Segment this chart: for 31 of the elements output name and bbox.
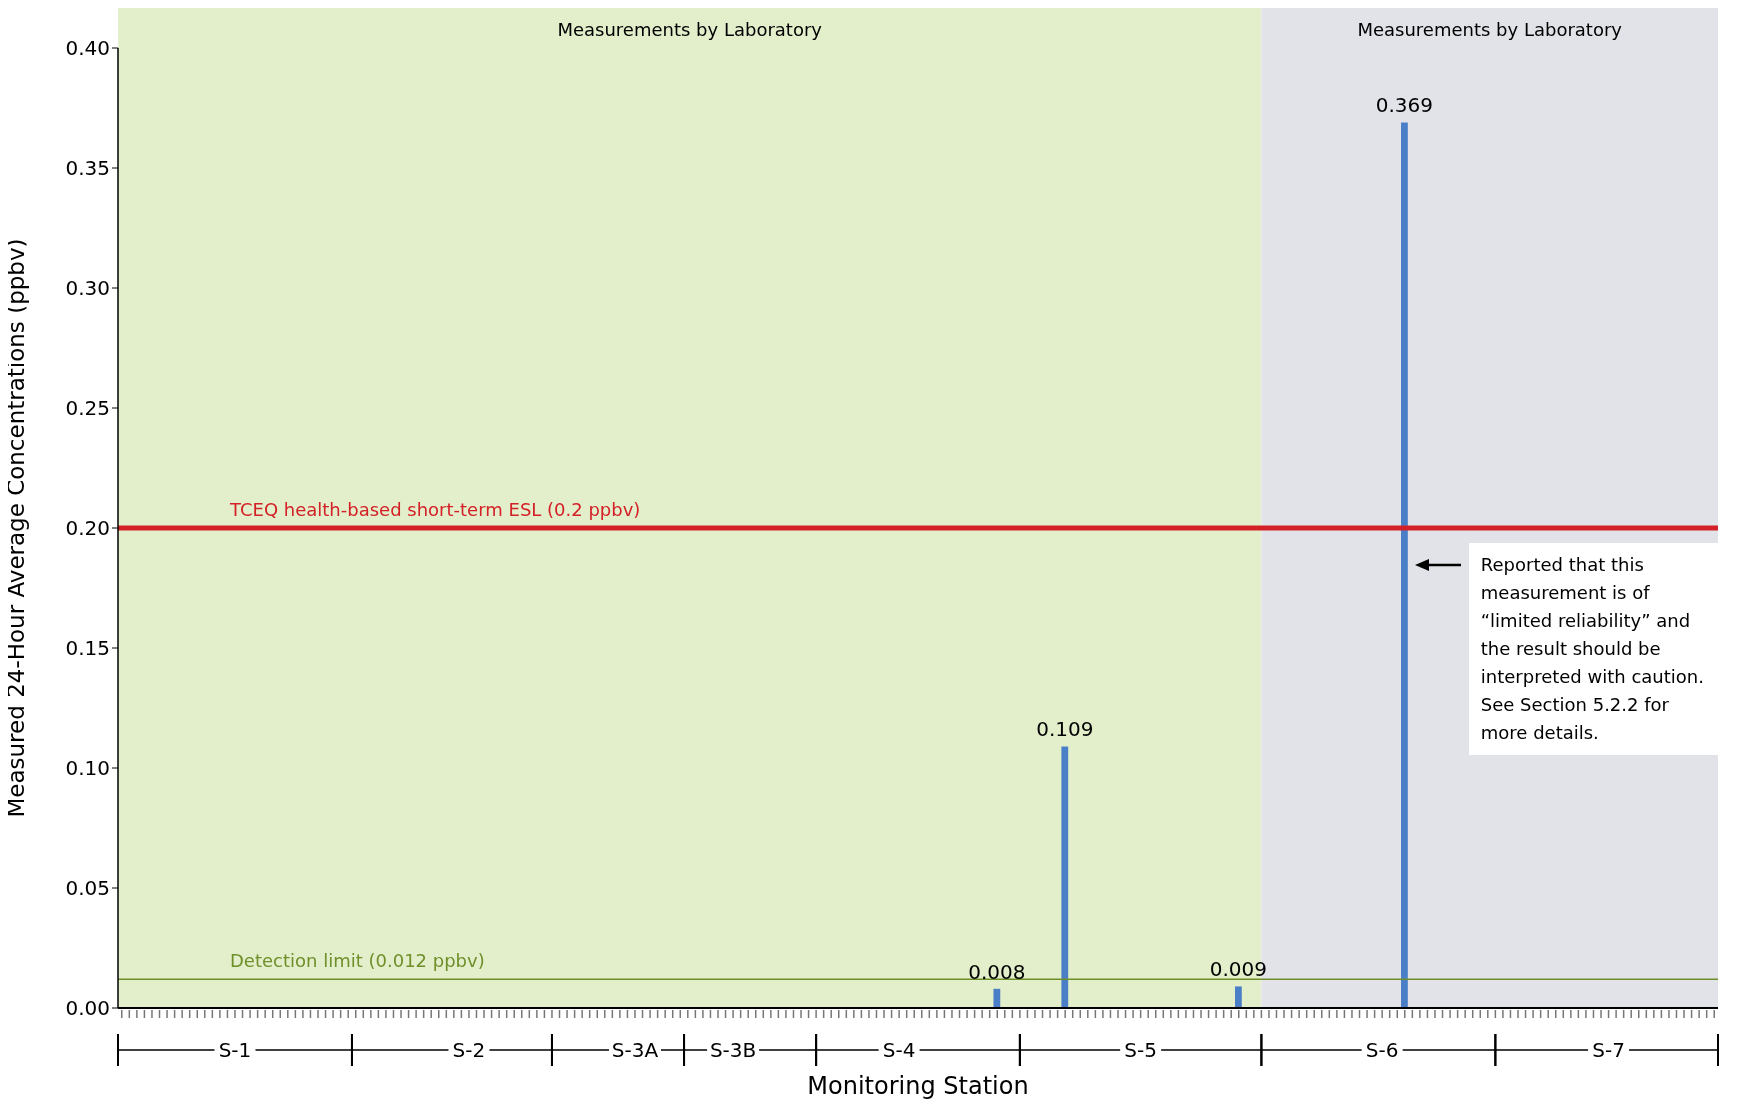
x-tick-label: S-5 [1124, 1038, 1157, 1062]
x-tick-label: S-1 [218, 1038, 252, 1062]
x-tick-label: S-2 [452, 1038, 486, 1062]
x-tick-label: S-7 [1592, 1038, 1625, 1062]
y-tick-label: 0.30 [65, 276, 110, 301]
data-label: 0.369 [1375, 93, 1434, 118]
y-tick-label: 0.00 [65, 996, 110, 1021]
bar [1401, 122, 1408, 1008]
data-label: 0.109 [1036, 717, 1094, 742]
x-tick-label: S-4 [882, 1038, 916, 1062]
y-tick-label: 0.10 [65, 756, 110, 781]
y-tick-label: 0.20 [65, 516, 110, 541]
x-axis-title: Monitoring Station [807, 1072, 1029, 1100]
y-tick-label: 0.35 [65, 156, 110, 181]
bar [1061, 746, 1069, 1008]
bar [993, 988, 1001, 1008]
x-tick-label: S-6 [1365, 1038, 1399, 1062]
y-tick-label: 0.25 [65, 396, 110, 421]
annotation: Reported that this measurement is of “limited reliability” and the result should be interpreted with caution. See Section 5.2.2 for more details. [1468, 543, 1718, 756]
y-tick-label: 0.40 [65, 36, 110, 61]
y-tick-label: 0.15 [65, 636, 110, 661]
x-tick-label: S-3A [611, 1038, 659, 1062]
y-tick-label: 0.05 [65, 876, 110, 901]
x-tick-label: S-3B [709, 1038, 757, 1062]
text: Measurements by Laboratory [557, 19, 823, 40]
data-label: 0.008 [968, 959, 1026, 984]
data-label: 0.009 [1209, 957, 1268, 982]
bar [1234, 986, 1242, 1008]
text: Measurements by Laboratory [1357, 19, 1623, 40]
ref-line-label: TCEQ health-based short-term ESL (0.2 ppbv) [229, 499, 641, 520]
ref-line-label: Detection limit (0.012 ppbv) [230, 950, 485, 972]
